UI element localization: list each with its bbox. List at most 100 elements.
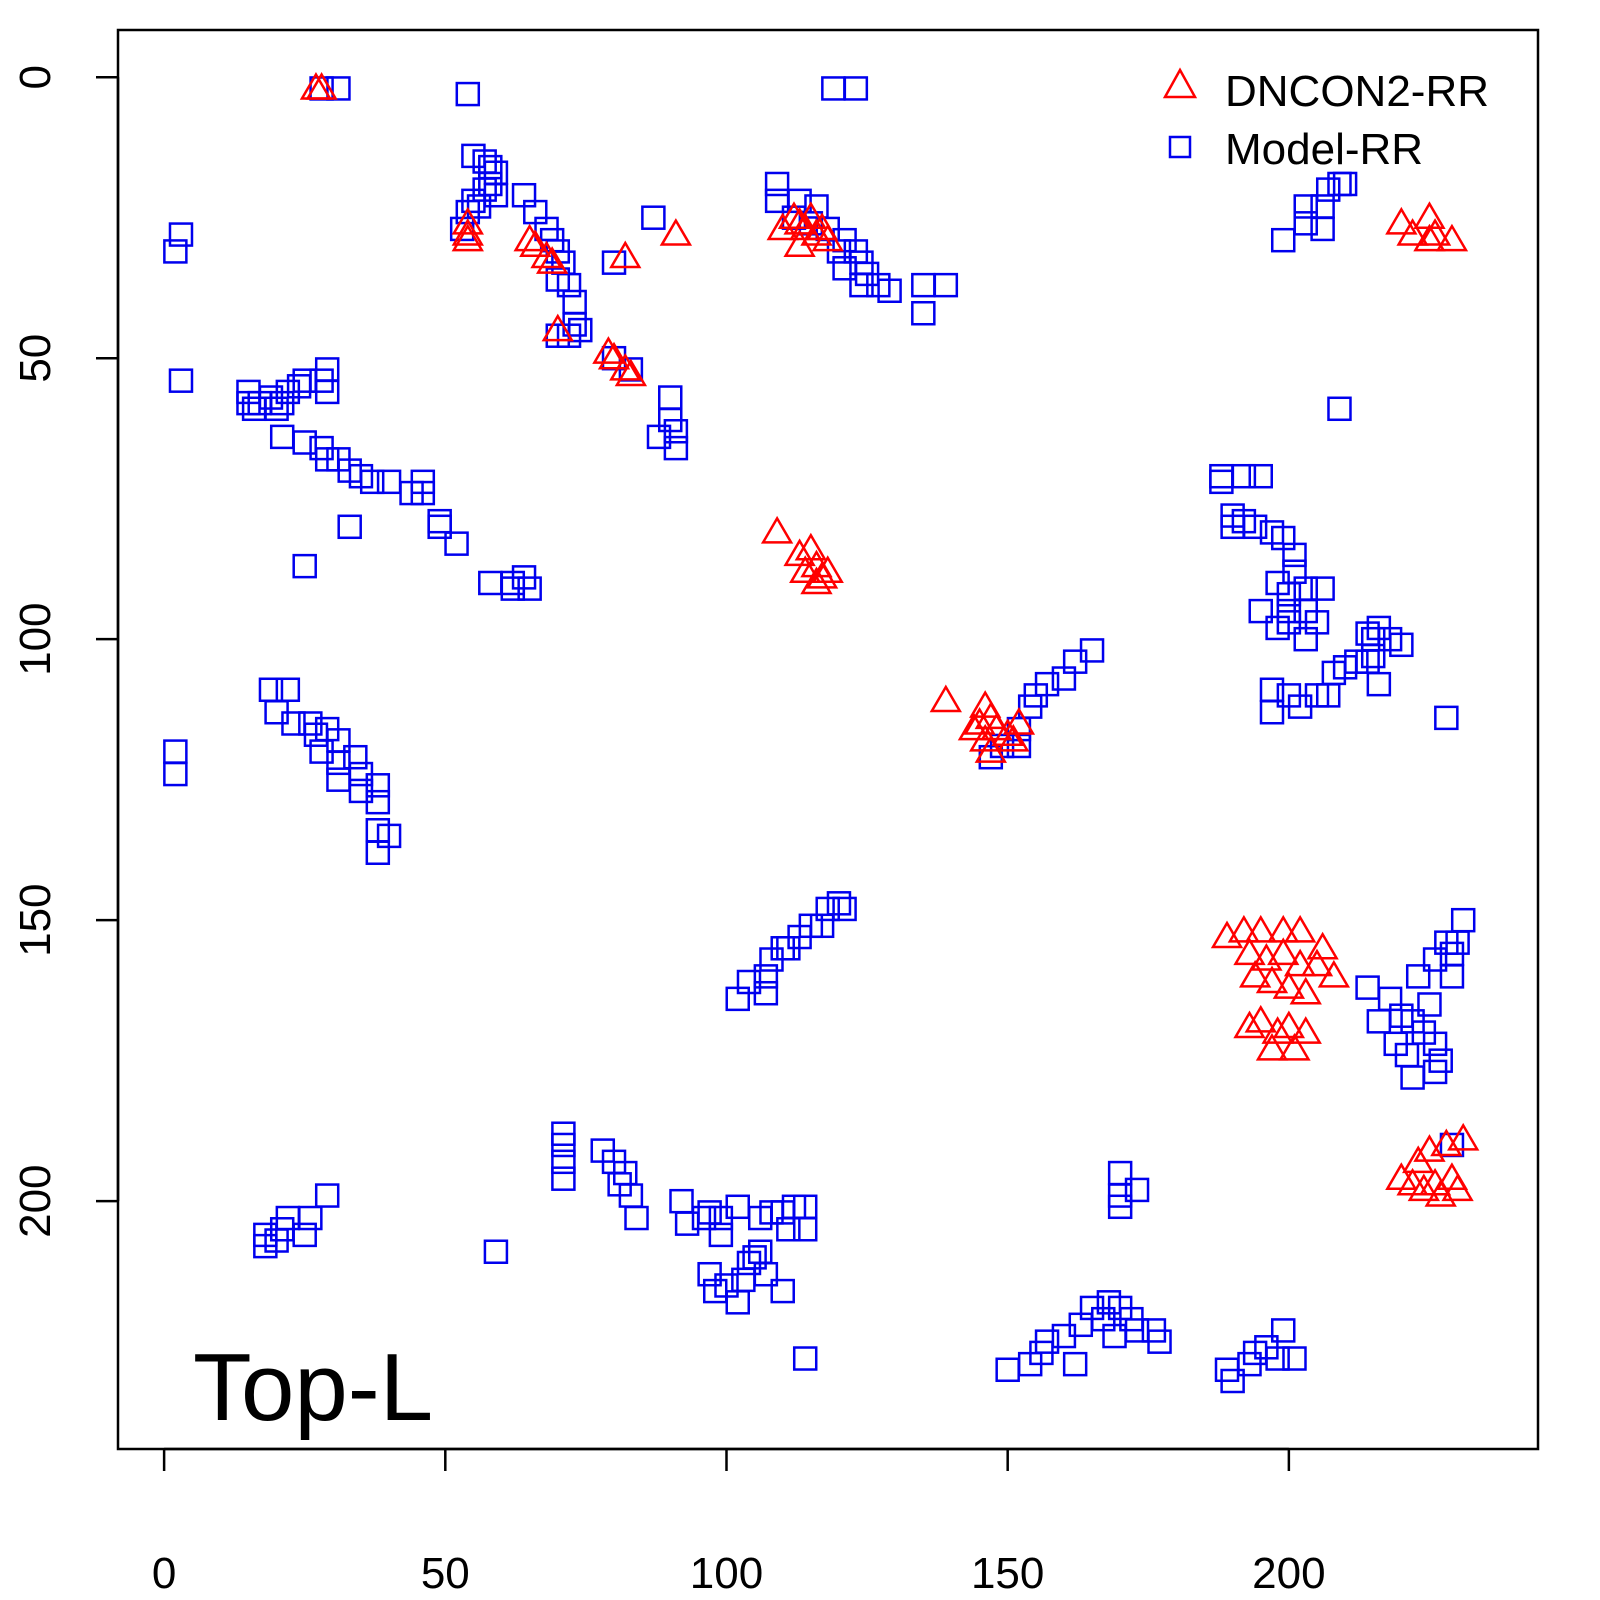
model-rr-point <box>658 385 683 410</box>
dncon2-rr-point <box>1278 1032 1311 1061</box>
dncon2-rr-point <box>794 532 828 561</box>
model-rr-point <box>776 1217 801 1242</box>
dncon2-rr-point <box>760 515 794 544</box>
dncon2-rr-point <box>1255 1032 1289 1061</box>
model-rr-point <box>1355 621 1380 646</box>
model-rr-point <box>1293 626 1318 652</box>
model-rr-point <box>1147 1329 1172 1354</box>
dncon2-rr-point <box>1435 223 1469 252</box>
model-rr-point <box>365 773 391 798</box>
model-rr-point <box>1124 1177 1150 1203</box>
model-rr-point <box>444 531 469 556</box>
model-rr-point <box>1355 975 1380 1000</box>
model-rr-point <box>1293 211 1318 236</box>
model-rr-point <box>517 576 542 601</box>
model-rr-point <box>1293 194 1318 219</box>
dncon2-rr-point <box>614 358 648 387</box>
model-rr-point <box>376 469 402 495</box>
dncon2-rr-point <box>1447 1122 1480 1151</box>
model-rr-point <box>826 891 852 916</box>
model-rr-point <box>1231 463 1257 489</box>
legend-triangle-icon <box>1162 67 1198 99</box>
model-rr-point <box>292 430 317 455</box>
model-rr-point <box>551 1149 576 1175</box>
model-rr-point <box>1282 542 1307 568</box>
dncon2-rr-point <box>783 538 816 567</box>
dncon2-rr-point <box>1385 1162 1418 1190</box>
model-rr-point <box>995 1357 1020 1383</box>
model-rr-point <box>275 677 301 703</box>
model-rr-point <box>163 739 188 764</box>
dncon2-rr-point <box>1283 948 1317 977</box>
dncon2-rr-point <box>1238 959 1272 988</box>
panel-annotation: Top-L <box>193 1334 433 1441</box>
model-rr-point <box>343 744 368 770</box>
model-rr-point <box>1209 463 1234 489</box>
model-rr-point <box>1434 705 1459 731</box>
model-rr-point <box>1209 469 1234 495</box>
model-rr-point <box>753 1261 779 1287</box>
model-rr-point <box>933 272 959 298</box>
model-rr-point <box>1445 930 1470 955</box>
model-rr-point <box>478 570 503 596</box>
legend-label-model: Model-RR <box>1225 125 1423 174</box>
model-rr-point <box>691 1205 717 1231</box>
dncon2-rr-point <box>597 341 631 370</box>
dncon2-rr-point <box>1407 1173 1441 1202</box>
model-rr-point <box>624 1205 649 1231</box>
model-rr-point <box>365 840 391 865</box>
dncon2-rr-point <box>1210 920 1244 949</box>
model-rr-point <box>809 913 835 939</box>
model-rr-point <box>427 514 452 540</box>
x-tick-label: 150 <box>971 1549 1044 1598</box>
model-rr-point <box>1450 907 1476 933</box>
dncon2-rr-point <box>929 684 962 713</box>
model-rr-point <box>168 368 194 393</box>
y-tick-label: 50 <box>11 334 60 383</box>
dncon2-rr-point <box>609 240 642 269</box>
dncon2-rr-point <box>513 223 546 252</box>
model-rr-point <box>1417 992 1442 1017</box>
model-rr-point <box>326 76 351 101</box>
model-rr-point <box>1389 632 1414 658</box>
dncon2-rr-point <box>794 201 828 229</box>
dncon2-rr-point <box>299 71 333 100</box>
model-rr-point <box>764 171 790 197</box>
dncon2-rr-point <box>1306 931 1339 960</box>
dncon2-rr-point <box>519 229 552 258</box>
model-rr-point <box>613 1160 638 1186</box>
dncon2-rr-point <box>789 555 822 583</box>
dncon2-rr-point <box>1244 914 1277 943</box>
dncon2-rr-point <box>811 555 844 583</box>
model-rr-point <box>292 553 317 579</box>
model-rr-point <box>1259 677 1285 703</box>
dncon2-rr-point <box>1261 1016 1294 1044</box>
model-rr-point <box>792 1217 818 1242</box>
model-rr-point <box>877 278 902 304</box>
model-rr-point <box>708 1222 734 1248</box>
model-rr-point <box>1439 964 1465 989</box>
model-rr-point <box>1366 1009 1392 1034</box>
model-rr-point <box>1276 610 1302 635</box>
dncon2-rr-point <box>957 712 991 741</box>
dncon2-rr-point <box>1233 1010 1266 1039</box>
dncon2-rr-point <box>1267 937 1300 966</box>
dncon2-rr-point <box>1441 1173 1474 1202</box>
model-rr-point <box>821 76 846 101</box>
dncon2-rr-point <box>963 707 996 735</box>
model-rr-point <box>770 1278 795 1304</box>
dncon2-rr-point <box>592 336 625 364</box>
model-rr-point <box>1062 1351 1088 1377</box>
model-rr-point <box>1102 1323 1127 1349</box>
model-rr-point <box>551 1132 576 1158</box>
model-rr-point <box>1422 1031 1448 1057</box>
model-rr-point <box>410 480 436 506</box>
dncon2-rr-point <box>609 352 642 381</box>
model-rr-point <box>1360 643 1386 669</box>
dncon2-rr-point <box>1255 965 1289 994</box>
dncon2-rr-point <box>783 229 816 258</box>
dncon2-rr-point <box>1418 218 1452 246</box>
model-rr-point <box>641 205 666 230</box>
dncon2-rr-point <box>1272 1010 1306 1039</box>
dncon2-rr-point <box>451 206 484 235</box>
